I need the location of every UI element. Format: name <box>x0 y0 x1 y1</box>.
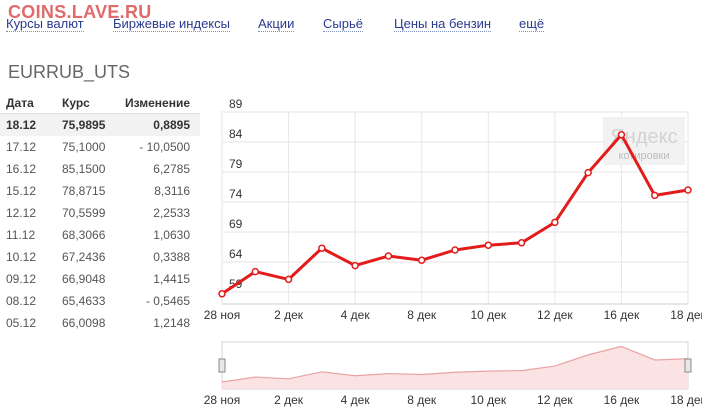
row-change: 6,2785 <box>153 162 190 176</box>
row-rate: 85,1500 <box>62 162 106 176</box>
row-rate: 68,3066 <box>62 228 106 242</box>
data-point <box>584 168 592 177</box>
row-date: 09.12 <box>6 272 37 286</box>
nav-more[interactable]: ещё <box>519 16 545 32</box>
nav-indices[interactable]: Биржевые индексы <box>113 16 230 32</box>
row-date: 11.12 <box>6 228 36 242</box>
data-point <box>517 239 526 247</box>
nav-commodities[interactable]: Сырьё <box>323 16 363 32</box>
x-tick-label: 10 дек <box>470 308 506 322</box>
data-point <box>484 241 493 249</box>
col-date: Дата <box>6 95 34 110</box>
row-rate: 66,0098 <box>62 316 106 330</box>
row-date: 08.12 <box>6 294 37 308</box>
data-point <box>218 290 226 298</box>
row-date: 05.12 <box>6 316 37 330</box>
row-rate: 66,9048 <box>62 272 106 286</box>
row-rate: 75,9895 <box>62 113 122 136</box>
table-row[interactable]: 10.12 67,2436 0,3388 <box>0 246 200 268</box>
data-point <box>251 267 260 276</box>
navigator-line <box>221 345 689 383</box>
x-tick-label: 12 дек <box>537 308 573 322</box>
x-tick-label: 8 дек <box>407 308 437 322</box>
row-rate: 65,4633 <box>62 294 106 308</box>
navigator-tick-label: 2 дек <box>274 393 304 407</box>
row-change: 1,0630 <box>153 228 190 242</box>
row-date: 15.12 <box>6 184 37 198</box>
table-row[interactable]: 05.12 66,0098 1,2148 <box>0 312 200 334</box>
row-date: 10.12 <box>6 250 37 264</box>
quotes-table: Дата Курс Изменение 18.12 75,9895 0,8895… <box>0 92 200 334</box>
row-change: - 0,5465 <box>145 294 190 308</box>
navigator-tick-label: 10 дек <box>470 393 506 407</box>
data-point <box>684 186 692 194</box>
row-change: 2,2533 <box>153 206 190 220</box>
table-row[interactable]: 12.12 70,5599 2,2533 <box>0 202 200 224</box>
y-tick-label: 69 <box>229 217 243 231</box>
data-point <box>351 261 359 270</box>
y-tick-label: 89 <box>229 97 243 111</box>
row-change: 0,8895 <box>122 113 200 136</box>
table-row[interactable]: 16.12 85,1500 6,2785 <box>0 158 200 180</box>
row-date: 18.12 <box>0 113 62 136</box>
watermark: COINS.LAVE.RU <box>8 2 152 22</box>
x-tick-label: 4 дек <box>341 308 371 322</box>
navigator-tick-label: 8 дек <box>407 393 437 407</box>
table-row[interactable]: 09.12 66,9048 1,4415 <box>0 268 200 290</box>
row-change: 1,4415 <box>153 272 190 286</box>
row-change: - 10,0500 <box>139 140 190 154</box>
navigator-area <box>222 346 688 389</box>
x-tick-label: 16 дек <box>604 308 640 322</box>
row-rate: 75,1000 <box>62 140 106 154</box>
row-date: 17.12 <box>6 140 37 154</box>
navigator-tick-label: 16 дек <box>604 393 640 407</box>
badge-sub: котировки <box>618 150 669 162</box>
table-row[interactable]: 11.12 68,3066 1,0630 <box>0 224 200 246</box>
y-tick-label: 74 <box>229 187 243 201</box>
data-point <box>650 191 659 200</box>
row-change: 0,3388 <box>153 250 190 264</box>
table-row[interactable]: 15.12 78,8715 8,3116 <box>0 180 200 202</box>
x-tick-label: 28 ноя <box>204 308 240 322</box>
navigator-handle[interactable] <box>684 358 692 373</box>
data-point <box>318 244 326 252</box>
col-change: Изменение <box>124 95 190 110</box>
data-point <box>551 218 559 227</box>
y-tick-label: 64 <box>229 247 243 261</box>
row-rate: 70,5599 <box>62 206 106 220</box>
row-change: 1,2148 <box>153 316 190 330</box>
navigator-tick-label: 4 дек <box>341 393 371 407</box>
row-change: 8,3116 <box>154 184 190 198</box>
y-tick-label: 84 <box>229 127 243 141</box>
table-row[interactable]: 08.12 65,4633 - 0,5465 <box>0 290 200 312</box>
navigator-tick-label: 28 ноя <box>204 393 240 407</box>
table-row[interactable]: 18.12 75,9895 0,8895 <box>0 113 200 136</box>
ticker-title: EURRUB_UTS <box>8 62 131 82</box>
table-row[interactable]: 17.12 75,1000 - 10,0500 <box>0 136 200 158</box>
data-point <box>384 252 393 260</box>
nav-fuel-prices[interactable]: Цены на бензин <box>394 16 492 32</box>
x-tick-label: 2 дек <box>274 308 304 322</box>
data-point <box>451 246 459 254</box>
navigator-tick-label: 18 дек <box>670 393 702 407</box>
nav-currency[interactable]: Курсы валют <box>6 16 84 32</box>
x-tick-label: 18 дек <box>670 308 702 322</box>
navigator-handle[interactable] <box>218 358 226 373</box>
row-rate: 67,2436 <box>62 250 106 264</box>
row-date: 16.12 <box>6 162 37 176</box>
col-rate: Курс <box>62 95 90 110</box>
nav-stocks[interactable]: Акции <box>258 16 295 32</box>
row-rate: 78,8715 <box>62 184 106 198</box>
data-point <box>284 275 293 284</box>
row-date: 12.12 <box>6 206 37 220</box>
data-point <box>417 256 426 264</box>
data-point <box>617 131 626 139</box>
y-tick-label: 79 <box>229 157 243 171</box>
navigator-tick-label: 12 дек <box>537 393 573 407</box>
table-header-row: Дата Курс Изменение <box>0 92 200 114</box>
